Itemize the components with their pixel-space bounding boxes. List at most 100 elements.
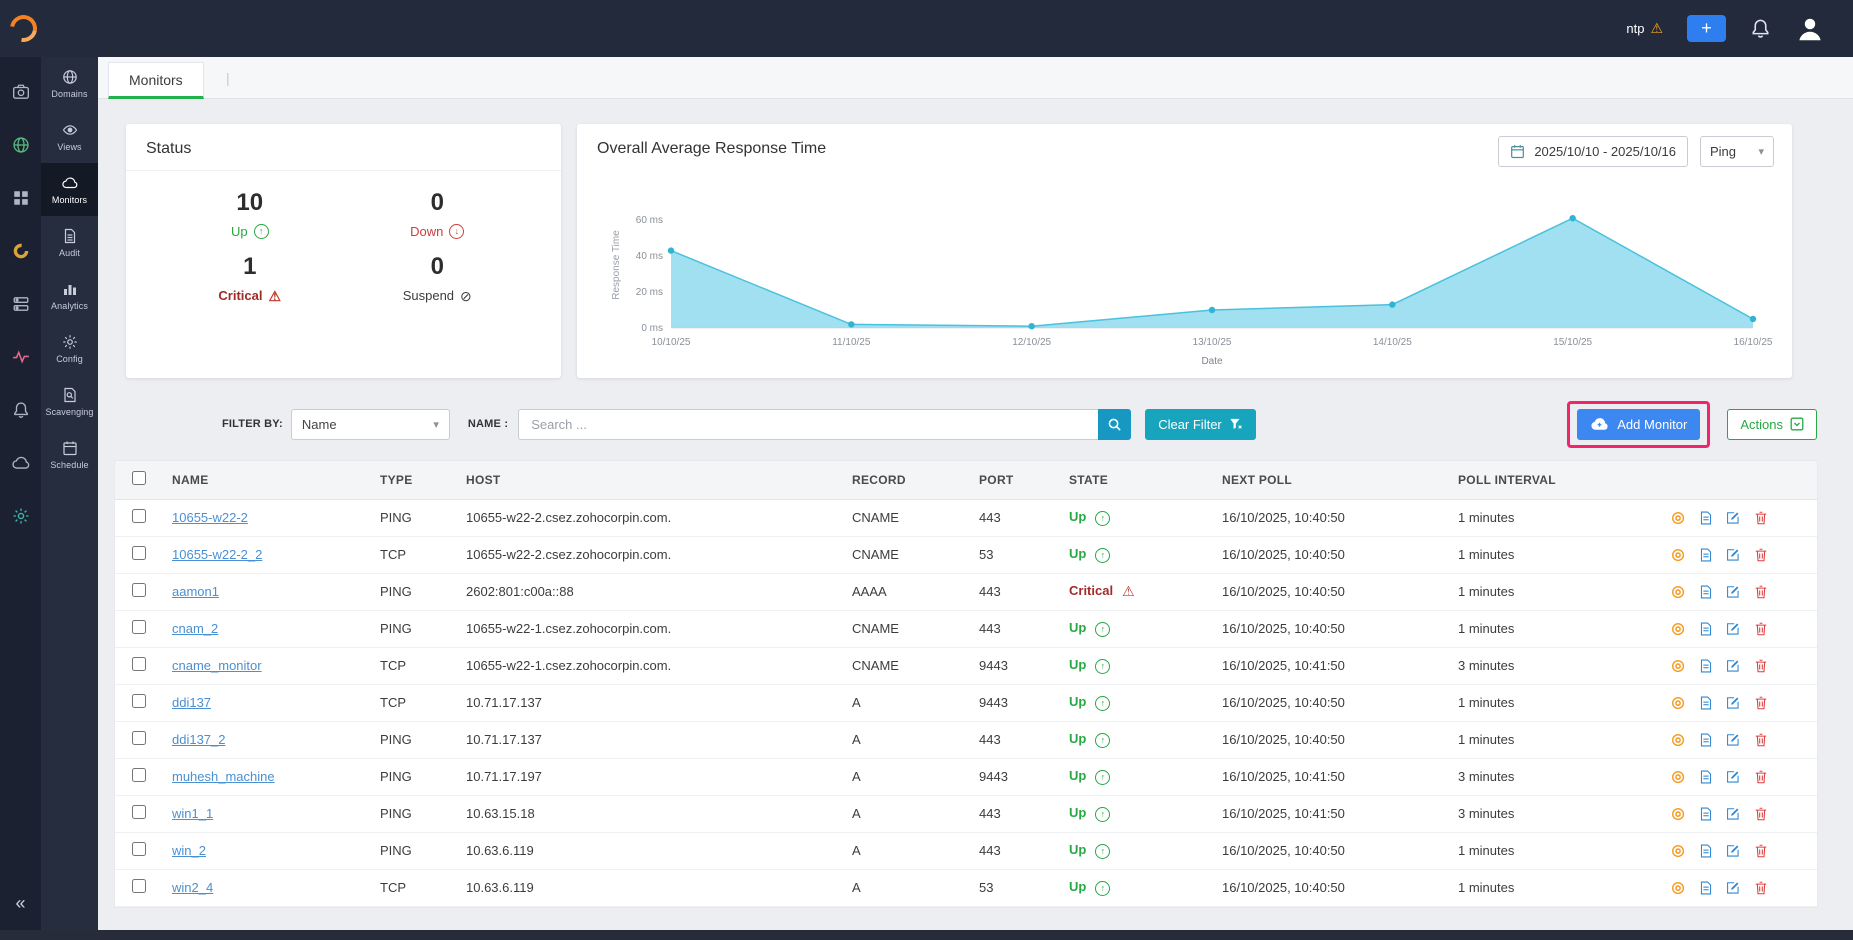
poll-now-icon[interactable]: ◎ xyxy=(1670,510,1686,526)
monitor-name-link[interactable]: ddi137 xyxy=(172,695,211,710)
row-checkbox[interactable] xyxy=(132,731,146,745)
row-checkbox[interactable] xyxy=(132,546,146,560)
report-icon[interactable] xyxy=(1698,806,1714,822)
svg-text:12/10/25: 12/10/25 xyxy=(1012,337,1051,348)
sidebar-item-scavenging[interactable]: Scavenging xyxy=(41,375,98,428)
row-checkbox[interactable] xyxy=(132,879,146,893)
poll-now-icon[interactable]: ◎ xyxy=(1670,880,1686,896)
critical-count: 1 xyxy=(243,253,256,281)
user-avatar[interactable] xyxy=(1795,14,1825,44)
date-range-picker[interactable]: 2025/10/10 - 2025/10/16 xyxy=(1498,136,1688,167)
monitor-name-link[interactable]: cname_monitor xyxy=(172,658,262,673)
edit-icon[interactable] xyxy=(1725,584,1741,600)
delete-icon[interactable] xyxy=(1753,695,1769,711)
search-input[interactable] xyxy=(518,409,1098,440)
monitor-name-link[interactable]: 10655-w22-2_2 xyxy=(172,547,262,562)
row-checkbox[interactable] xyxy=(132,657,146,671)
poll-now-icon[interactable]: ◎ xyxy=(1670,843,1686,859)
poll-now-icon[interactable]: ◎ xyxy=(1670,695,1686,711)
delete-icon[interactable] xyxy=(1753,584,1769,600)
row-checkbox[interactable] xyxy=(132,805,146,819)
cloud-icon[interactable] xyxy=(12,454,30,472)
edit-icon[interactable] xyxy=(1725,695,1741,711)
monitor-name-link[interactable]: aamon1 xyxy=(172,584,219,599)
usage-donut-icon[interactable] xyxy=(12,242,30,260)
monitor-name-link[interactable]: cnam_2 xyxy=(172,621,218,636)
edit-icon[interactable] xyxy=(1725,769,1741,785)
delete-icon[interactable] xyxy=(1753,843,1769,859)
clear-filter-button[interactable]: Clear Filter xyxy=(1145,409,1256,440)
poll-now-icon[interactable]: ◎ xyxy=(1670,732,1686,748)
row-checkbox[interactable] xyxy=(132,583,146,597)
delete-icon[interactable] xyxy=(1753,806,1769,822)
add-monitor-button[interactable]: Add Monitor xyxy=(1577,409,1700,440)
sidebar-item-analytics[interactable]: Analytics xyxy=(41,269,98,322)
monitor-name-link[interactable]: win_2 xyxy=(172,843,206,858)
edit-icon[interactable] xyxy=(1725,547,1741,563)
poll-now-icon[interactable]: ◎ xyxy=(1670,769,1686,785)
row-checkbox[interactable] xyxy=(132,694,146,708)
edit-icon[interactable] xyxy=(1725,658,1741,674)
report-icon[interactable] xyxy=(1698,658,1714,674)
notifications-bell-icon[interactable] xyxy=(1750,18,1771,39)
network-globe-icon[interactable] xyxy=(12,136,30,154)
row-checkbox[interactable] xyxy=(132,842,146,856)
sidebar-collapse-button[interactable]: « xyxy=(0,893,41,908)
edit-icon[interactable] xyxy=(1725,843,1741,859)
alerts-bell-icon[interactable] xyxy=(12,401,30,419)
sidebar-item-audit[interactable]: Audit xyxy=(41,216,98,269)
sidebar-item-views[interactable]: Views xyxy=(41,110,98,163)
monitor-name-link[interactable]: ddi137_2 xyxy=(172,732,226,747)
delete-icon[interactable] xyxy=(1753,732,1769,748)
delete-icon[interactable] xyxy=(1753,547,1769,563)
delete-icon[interactable] xyxy=(1753,658,1769,674)
delete-icon[interactable] xyxy=(1753,510,1769,526)
edit-icon[interactable] xyxy=(1725,880,1741,896)
delete-icon[interactable] xyxy=(1753,621,1769,637)
edit-icon[interactable] xyxy=(1725,621,1741,637)
delete-icon[interactable] xyxy=(1753,769,1769,785)
tab-monitors[interactable]: Monitors xyxy=(108,62,204,99)
chart-type-select[interactable]: Ping ▾ xyxy=(1700,136,1774,167)
poll-now-icon[interactable]: ◎ xyxy=(1670,584,1686,600)
sidebar-item-monitors[interactable]: Monitors xyxy=(41,163,98,216)
report-icon[interactable] xyxy=(1698,695,1714,711)
edit-icon[interactable] xyxy=(1725,732,1741,748)
row-checkbox[interactable] xyxy=(132,509,146,523)
poll-now-icon[interactable]: ◎ xyxy=(1670,547,1686,563)
select-all-checkbox[interactable] xyxy=(132,471,146,485)
delete-icon[interactable] xyxy=(1753,880,1769,896)
report-icon[interactable] xyxy=(1698,880,1714,896)
report-icon[interactable] xyxy=(1698,769,1714,785)
row-checkbox[interactable] xyxy=(132,768,146,782)
filter-by-select[interactable]: Name ▾ xyxy=(291,409,450,440)
sidebar-item-domains[interactable]: Domains xyxy=(41,57,98,110)
report-icon[interactable] xyxy=(1698,621,1714,637)
sidebar-item-config[interactable]: Config xyxy=(41,322,98,375)
row-checkbox[interactable] xyxy=(132,620,146,634)
quick-add-button[interactable]: + xyxy=(1687,15,1726,42)
monitor-name-link[interactable]: win1_1 xyxy=(172,806,213,821)
monitor-name-link[interactable]: 10655-w22-2 xyxy=(172,510,248,525)
actions-button[interactable]: Actions xyxy=(1727,409,1817,440)
activity-pulse-icon[interactable] xyxy=(12,348,30,366)
poll-now-icon[interactable]: ◎ xyxy=(1670,621,1686,637)
dashboard-icon[interactable] xyxy=(12,83,30,101)
poll-now-icon[interactable]: ◎ xyxy=(1670,658,1686,674)
report-icon[interactable] xyxy=(1698,843,1714,859)
report-icon[interactable] xyxy=(1698,584,1714,600)
servers-icon[interactable] xyxy=(12,295,30,313)
search-button[interactable] xyxy=(1098,409,1131,440)
grid-icon[interactable] xyxy=(12,189,30,207)
monitor-name-link[interactable]: muhesh_machine xyxy=(172,769,275,784)
poll-now-icon[interactable]: ◎ xyxy=(1670,806,1686,822)
monitor-name-link[interactable]: win2_4 xyxy=(172,880,213,895)
report-icon[interactable] xyxy=(1698,547,1714,563)
report-icon[interactable] xyxy=(1698,732,1714,748)
sidebar-item-schedule[interactable]: Schedule xyxy=(41,428,98,481)
settings-gear-icon[interactable] xyxy=(12,507,30,525)
edit-icon[interactable] xyxy=(1725,510,1741,526)
ntp-status[interactable]: ntp ⚠ xyxy=(1626,20,1663,37)
edit-icon[interactable] xyxy=(1725,806,1741,822)
report-icon[interactable] xyxy=(1698,510,1714,526)
